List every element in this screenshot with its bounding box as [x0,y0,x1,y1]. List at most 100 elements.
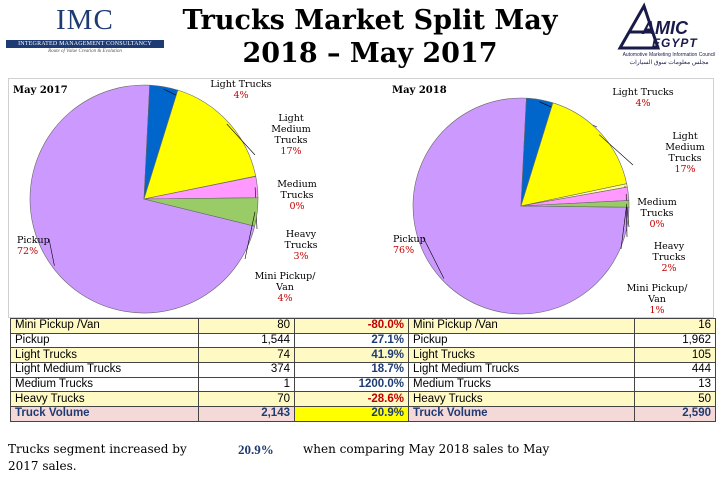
volume-2017: 1 [198,376,295,393]
summary-part-2: when comparing May 2018 sales to May [303,442,550,456]
amic-logo-word: AMIC [642,18,688,38]
slice-label: Van [275,282,294,293]
total-label-2017: Truck Volume [10,406,199,422]
slice-label: Van [647,294,666,305]
amic-logo-subtitle: Automotive Marketing Information Council [622,52,716,58]
slice-label: Mini Pickup/ [255,271,317,282]
segment-label-2017: Pickup [10,332,199,349]
percent-change: 41.9% [294,347,409,364]
page-title: Trucks Market Split May 2018 – May 2017 [160,4,580,70]
sales-table-body: Mini Pickup /Van 80 -80.0% Mini Pickup /Van… [10,318,716,422]
pie-slice-light-medium-trucks [520,102,628,207]
segment-label-2017: Mini Pickup /Van [10,318,199,334]
slice-label: Light Trucks [210,79,271,90]
slice-percent: 17% [674,164,695,175]
slice-label: Medium [277,179,317,190]
volume-2018: 444 [634,362,716,378]
table-row: Light Medium Trucks 374 18.7% Light Medium … [10,362,716,378]
segment-label-2018: Light Trucks [408,347,635,364]
slice-label: Pickup [393,234,426,245]
slice-label: Trucks [669,153,702,164]
slice-label: Light [672,131,698,142]
segment-label-2018: Medium Trucks [408,376,635,393]
total-volume-2017: 2,143 [198,406,295,422]
imc-logo-bar: INTEGRATED MANAGEMENT CONSULTANCY [6,40,164,48]
slice-percent: 72% [17,246,38,257]
table-total-row: Truck Volume 2,143 20.9% Truck Volume 2,590 [10,406,716,422]
slice-label: Medium [637,197,677,208]
slice-percent: 4% [277,293,292,304]
leader-line [598,134,634,166]
volume-2018: 105 [634,347,716,364]
volume-2018: 16 [634,318,716,334]
amic-triangle-icon [617,2,661,50]
pie-slice-light-medium-trucks [143,89,257,200]
slice-percent: 17% [280,146,301,157]
leader-line [48,238,55,266]
leader-line [422,236,445,279]
segment-label-2018: Light Medium Trucks [408,362,635,378]
leader-line [244,211,256,260]
table-row: Medium Trucks 1 1200.0% Medium Trucks 13 [10,376,716,393]
volume-2017: 74 [198,347,295,364]
chart-panel: May 2017 Pickup 72% Light Trucks 4% Light Medi… [8,78,714,318]
volume-2017: 1,544 [198,332,295,349]
amic-logo: AMIC EGYPT Automotive Marketing Informat… [612,2,716,70]
total-percent-change: 20.9% [294,406,409,422]
leader-line [226,123,256,156]
table-row: Heavy Trucks 70 -28.6% Heavy Trucks 50 [10,391,716,408]
slice-label: Light Trucks [612,87,673,98]
slice-percent: 4% [233,90,248,101]
percent-change: -80.0% [294,318,409,334]
percent-change: 18.7% [294,362,409,378]
segment-label-2018: Heavy Trucks [408,391,635,408]
imc-logo-text: IMC [56,4,114,36]
slice-percent: 0% [289,201,304,212]
slice-label: Pickup [17,235,50,246]
slice-label: Medium [271,124,311,135]
segment-label-2018: Mini Pickup /Van [408,318,635,334]
segment-label-2017: Light Trucks [10,347,199,364]
slice-label: Light [278,113,304,124]
volume-2017: 80 [198,318,295,334]
pie-title: May 2018 [392,85,447,96]
table-row: Pickup 1,544 27.1% Pickup 1,962 [10,332,716,349]
slice-label: Heavy [654,241,685,252]
segment-label-2017: Light Medium Trucks [10,362,199,378]
slice-percent: 3% [293,251,308,262]
imc-logo: IMC INTEGRATED MANAGEMENT CONSULTANCY Ro… [6,4,164,56]
slice-label: Mini Pickup/ [627,283,689,294]
leader-line [620,203,628,250]
pie-slice-mini-pickup-van [143,197,259,227]
slice-label: Trucks [641,208,674,219]
imc-logo-tagline: Route of Value Creation & Evolution [48,49,122,54]
slice-label: Trucks [281,190,314,201]
table-row: Light Trucks 74 41.9% Light Trucks 105 [10,347,716,364]
table-row: Mini Pickup /Van 80 -80.0% Mini Pickup /Van… [10,318,716,334]
slice-percent: 4% [635,98,650,109]
volume-2017: 70 [198,391,295,408]
title-line-1: Trucks Market Split May [182,5,558,36]
slice-label: Trucks [653,252,686,263]
percent-change: -28.6% [294,391,409,408]
summary-part-3: 2017 sales. [8,459,77,473]
percent-change: 27.1% [294,332,409,349]
title-line-2: 2018 – May 2017 [242,38,498,69]
summary-value: 20.9% [238,442,274,457]
segment-label-2018: Pickup [408,332,635,349]
pie-slice-pickup [29,84,256,314]
volume-2018: 13 [634,376,716,393]
pie-title: May 2017 [13,85,68,96]
slice-percent: 76% [393,245,414,256]
slice-percent: 0% [649,219,664,230]
slice-label: Heavy [286,229,317,240]
summary-part-1: Trucks segment increased by [8,442,187,456]
slice-percent: 1% [649,305,664,316]
amic-logo-arabic: مجلس معلومات سوق السيارات [629,60,709,66]
segment-label-2017: Heavy Trucks [10,391,199,408]
total-volume-2018: 2,590 [634,406,716,422]
sales-table: Mini Pickup /Van 80 -80.0% Mini Pickup /Van… [10,318,716,422]
total-label-2018: Truck Volume [408,406,635,422]
slice-label: Trucks [275,135,308,146]
